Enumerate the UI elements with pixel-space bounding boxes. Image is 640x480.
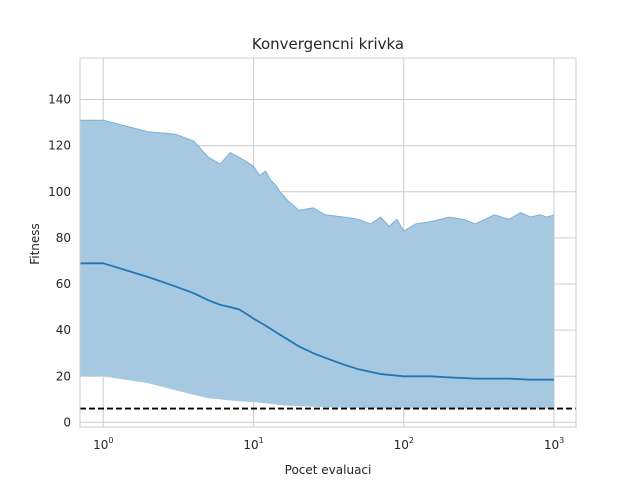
y-tick-label: 40 [56, 323, 71, 337]
y-tick-label: 80 [56, 231, 71, 245]
spines [79, 57, 577, 428]
x-tick-label: 101 [243, 436, 263, 452]
x-tick-labels: 100 101 102 103 [93, 436, 564, 452]
y-tick-labels: 0 20 40 60 80 100 120 140 [48, 93, 71, 430]
spread-band [80, 120, 554, 409]
y-tick-label: 140 [48, 93, 71, 107]
series-layer [80, 262, 554, 381]
y-axis-label: Fitness [28, 223, 42, 265]
band-upper-edge [80, 119, 555, 232]
y-tick-label: 60 [56, 277, 71, 291]
y-tick-label: 20 [56, 369, 71, 383]
mean-series-line [80, 262, 554, 381]
chart-title: Konvergencni krivka [252, 35, 404, 53]
band-layer [80, 119, 555, 409]
y-tick-label: 120 [48, 139, 71, 153]
y-tick-label: 100 [48, 185, 71, 199]
x-tick-label: 102 [394, 436, 414, 452]
x-tick-label: 100 [93, 436, 113, 452]
y-tick-label: 0 [63, 415, 71, 429]
x-tick-label: 103 [544, 436, 564, 452]
x-axis-label: Pocet evaluaci [285, 463, 372, 477]
plot-frame [79, 57, 577, 428]
